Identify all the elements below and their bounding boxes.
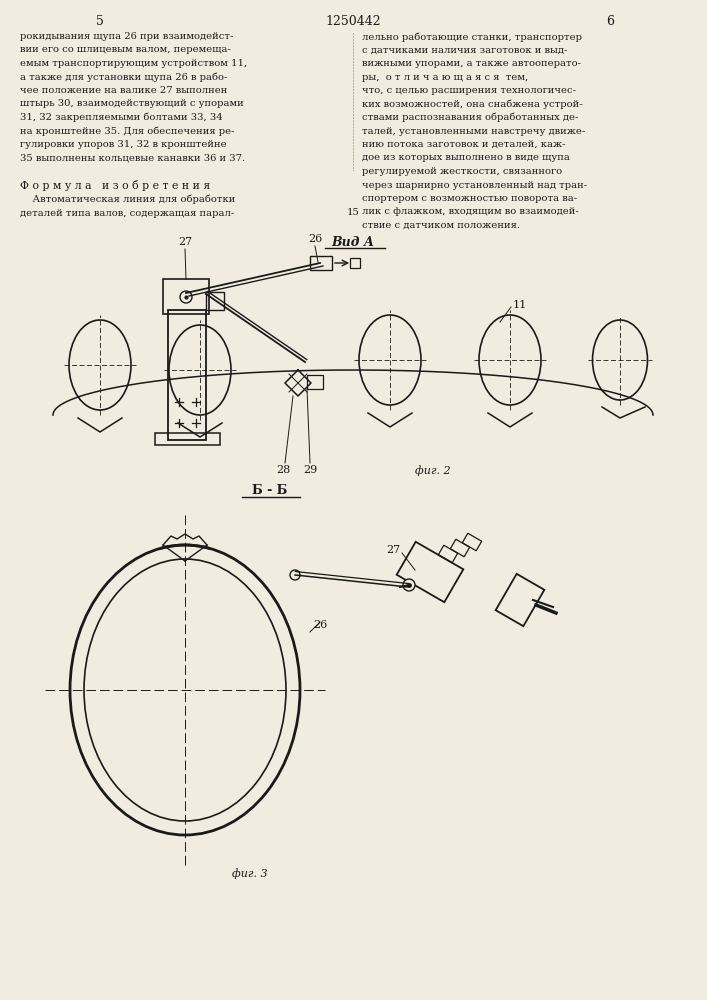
Text: 35 выполнены кольцевые канавки 36 и 37.: 35 выполнены кольцевые канавки 36 и 37. xyxy=(20,153,245,162)
Bar xyxy=(310,256,332,270)
Text: Вид А: Вид А xyxy=(332,236,375,249)
Text: ствие с датчиком положения.: ствие с датчиком положения. xyxy=(362,221,520,230)
Text: рокидывания щупа 26 при взаимодейст-: рокидывания щупа 26 при взаимодейст- xyxy=(20,32,233,41)
Ellipse shape xyxy=(403,579,415,591)
Text: 31, 32 закрепляемыми болтами 33, 34: 31, 32 закрепляемыми болтами 33, 34 xyxy=(20,113,223,122)
Text: лельно работающие станки, транспортер: лельно работающие станки, транспортер xyxy=(362,32,582,41)
Ellipse shape xyxy=(290,570,300,580)
Text: 5: 5 xyxy=(96,15,104,28)
Text: 26: 26 xyxy=(313,620,327,630)
Text: а также для установки щупа 26 в рабо-: а также для установки щупа 26 в рабо- xyxy=(20,73,228,82)
Text: лик с флажком, входящим во взаимодей-: лик с флажком, входящим во взаимодей- xyxy=(362,208,579,217)
Text: с датчиками наличия заготовок и выд-: с датчиками наличия заготовок и выд- xyxy=(362,45,568,54)
Text: 15: 15 xyxy=(346,208,359,217)
Text: 27: 27 xyxy=(386,545,400,555)
Text: талей, установленными навстречу движе-: талей, установленными навстречу движе- xyxy=(362,126,585,135)
Text: 6: 6 xyxy=(606,15,614,28)
Text: спортером с возможностью поворота ва-: спортером с возможностью поворота ва- xyxy=(362,194,577,203)
Text: 27: 27 xyxy=(178,237,192,247)
Text: ры,  о т л и ч а ю щ а я с я  тем,: ры, о т л и ч а ю щ а я с я тем, xyxy=(362,73,528,82)
Bar xyxy=(350,258,360,268)
Text: дое из которых выполнено в виде щупа: дое из которых выполнено в виде щупа xyxy=(362,153,570,162)
Text: нию потока заготовок и деталей, каж-: нию потока заготовок и деталей, каж- xyxy=(362,140,566,149)
Text: Ф о р м у л а   и з о б р е т е н и я: Ф о р м у л а и з о б р е т е н и я xyxy=(20,180,210,191)
Ellipse shape xyxy=(180,291,192,303)
Bar xyxy=(168,310,206,440)
Text: Автоматическая линия для обработки: Автоматическая линия для обработки xyxy=(20,195,235,205)
Text: ствами распознавания обработанных де-: ствами распознавания обработанных де- xyxy=(362,113,578,122)
Text: на кронштейне 35. Для обеспечения ре-: на кронштейне 35. Для обеспечения ре- xyxy=(20,126,235,136)
Text: 26: 26 xyxy=(308,234,322,244)
Text: 11: 11 xyxy=(513,300,527,310)
Text: ких возможностей, она снабжена устрой-: ких возможностей, она снабжена устрой- xyxy=(362,100,583,109)
Text: вии его со шлицевым валом, перемеща-: вии его со шлицевым валом, перемеща- xyxy=(20,45,231,54)
Text: Б - Б: Б - Б xyxy=(252,484,288,497)
Text: через шарнирно установленный над тран-: через шарнирно установленный над тран- xyxy=(362,180,587,190)
Text: чее положение на валике 27 выполнен: чее положение на валике 27 выполнен xyxy=(20,86,228,95)
Bar xyxy=(307,375,323,389)
Text: фиг. 2: фиг. 2 xyxy=(415,465,450,476)
Text: что, с целью расширения технологичес-: что, с целью расширения технологичес- xyxy=(362,86,576,95)
Text: гулировки упоров 31, 32 в кронштейне: гулировки упоров 31, 32 в кронштейне xyxy=(20,140,227,149)
Text: регулируемой жесткости, связанного: регулируемой жесткости, связанного xyxy=(362,167,562,176)
Text: 1250442: 1250442 xyxy=(325,15,381,28)
Text: вижными упорами, а также автооперато-: вижными упорами, а также автооперато- xyxy=(362,59,581,68)
Text: деталей типа валов, содержащая парал-: деталей типа валов, содержащая парал- xyxy=(20,209,234,218)
Bar xyxy=(155,433,220,445)
Text: 28: 28 xyxy=(276,465,290,475)
Text: штырь 30, взаимодействующий с упорами: штырь 30, взаимодействующий с упорами xyxy=(20,100,244,108)
Bar xyxy=(163,279,209,314)
Text: фиг. 3: фиг. 3 xyxy=(232,868,268,879)
Text: емым транспортирующим устройством 11,: емым транспортирующим устройством 11, xyxy=(20,59,247,68)
Text: 29: 29 xyxy=(303,465,317,475)
Bar xyxy=(206,292,224,310)
